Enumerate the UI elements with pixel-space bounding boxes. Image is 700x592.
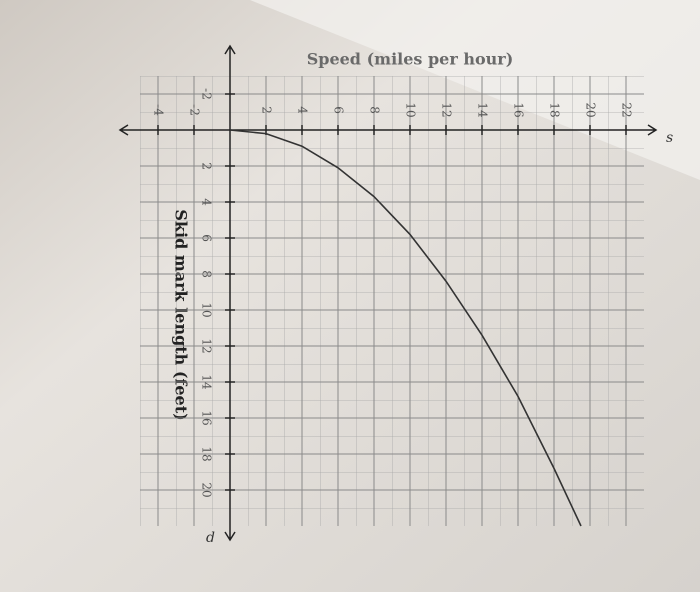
minor-grid	[140, 76, 644, 526]
x-tick-label: 6	[332, 106, 346, 114]
x-axis-letter: s	[666, 130, 673, 146]
x-tick-label: 22	[620, 102, 634, 117]
y-axis-letter: d	[206, 530, 215, 546]
y-tick-label: 4	[200, 198, 214, 206]
x-tick-label: 8	[368, 106, 382, 114]
y-tick-label: 2	[200, 162, 214, 170]
y-tick-label: 18	[200, 446, 214, 461]
x-axis	[118, 124, 658, 136]
y-tick-label: 12	[200, 338, 214, 353]
y-tick-label: 20	[200, 482, 214, 497]
y-axis-title: Skid mark length (feet)	[172, 209, 191, 420]
y-tick-label: 16	[200, 410, 214, 425]
x-tick-label: 4	[296, 106, 310, 114]
x-tick-label: -2	[188, 104, 202, 116]
x-axis-title: Speed (miles per hour)	[307, 50, 514, 69]
y-tick-label: 10	[200, 302, 214, 317]
y-tick-label: 8	[200, 270, 214, 278]
y-axis	[224, 44, 236, 542]
y-tick-label: 14	[200, 374, 214, 390]
x-tick-label: -4	[152, 104, 166, 116]
x-tick-label: 16	[512, 102, 526, 117]
x-tick-label: 12	[440, 102, 454, 117]
x-tick-label: 20	[584, 102, 598, 117]
x-tick-label: 10	[404, 102, 418, 117]
y-tick-label: -2	[200, 88, 214, 100]
x-tick-label: 18	[548, 102, 562, 117]
x-tick-label: 14	[476, 102, 490, 118]
curve	[229, 129, 582, 527]
x-tick-label: 2	[260, 106, 274, 114]
y-tick-label: 6	[200, 234, 214, 242]
